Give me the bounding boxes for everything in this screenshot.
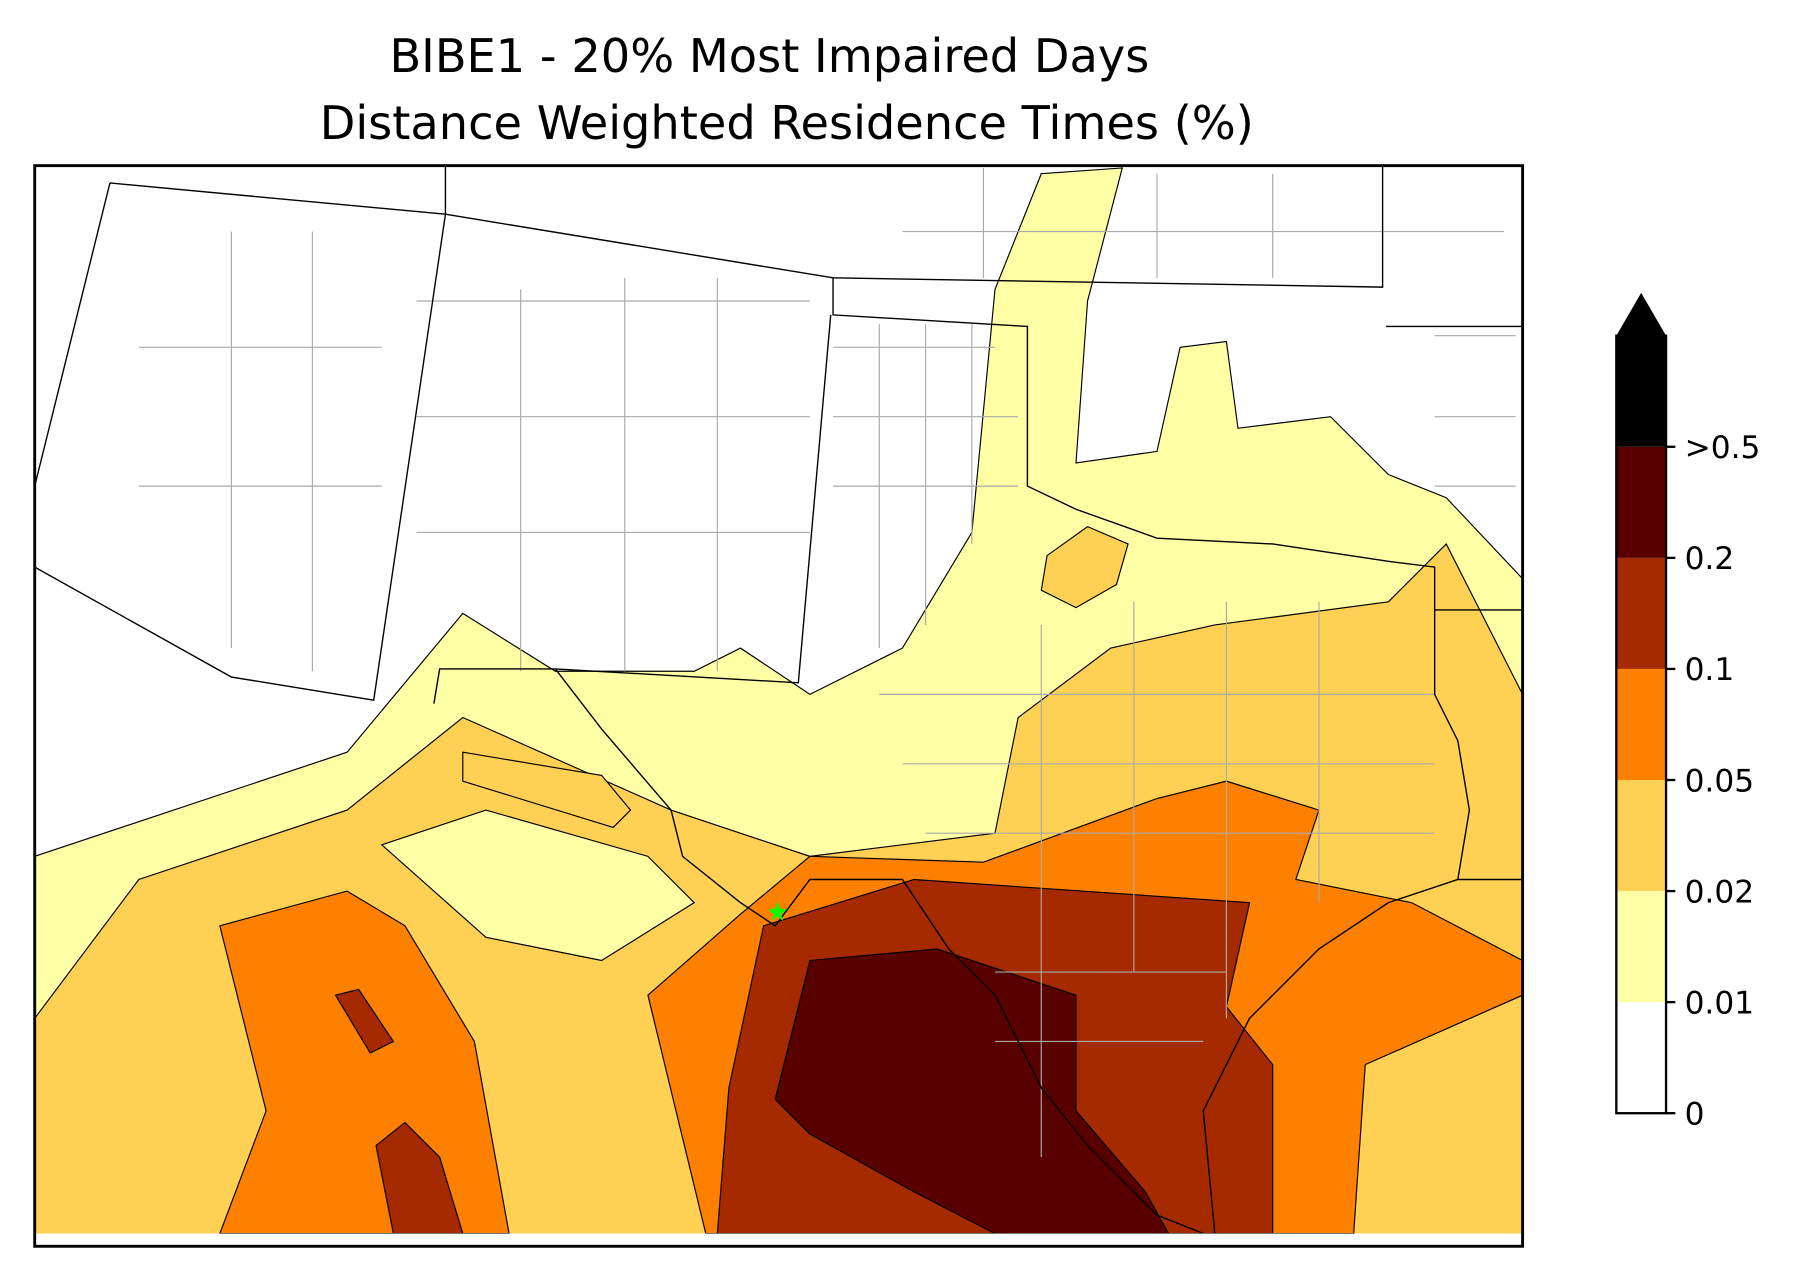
state-borders (34, 165, 1523, 1235)
map (33, 164, 1525, 1248)
contour-region (375, 1121, 464, 1235)
colorbar-label: 0.1 (1685, 652, 1735, 688)
colorbar-segment (1616, 891, 1667, 1003)
colorbar-segment (1616, 557, 1667, 669)
colorbar-segment (1616, 335, 1667, 447)
contour-fills (34, 167, 1524, 1247)
colorbar-label: 0.01 (1685, 985, 1755, 1021)
contour-region (334, 988, 395, 1054)
contour-region (774, 948, 1170, 1235)
colorbar-segment (1616, 446, 1667, 558)
title-line: BIBE1 - 20% Most Impaired Days (389, 29, 1149, 83)
title-line: Distance Weighted Residence Times (%) (320, 96, 1254, 150)
contour-region (218, 890, 510, 1235)
colorbar-extension (1616, 292, 1667, 336)
colorbar-segment (1616, 668, 1667, 780)
colorbar-segment (1616, 779, 1667, 892)
colorbar-label: 0.02 (1685, 874, 1755, 910)
colorbar-label: 0 (1685, 1097, 1705, 1133)
map-edge (34, 1233, 1523, 1247)
colorbar-label: >0.5 (1685, 430, 1761, 466)
county-lines (138, 167, 1516, 1158)
site-marker (768, 901, 787, 922)
map-frame (33, 164, 1525, 1248)
contour-region (380, 809, 696, 962)
contour-region (1040, 525, 1129, 609)
colorbar-label: 0.2 (1685, 541, 1735, 577)
colorbar: 0 0.01 0.02 0.05 0.1 0.2 >0.5 (1615, 292, 1761, 1133)
colorbar-segment (1616, 1002, 1667, 1114)
contour-region (462, 751, 632, 829)
colorbar-frame (1615, 334, 1668, 1115)
colorbar-label: 0.05 (1685, 763, 1755, 799)
